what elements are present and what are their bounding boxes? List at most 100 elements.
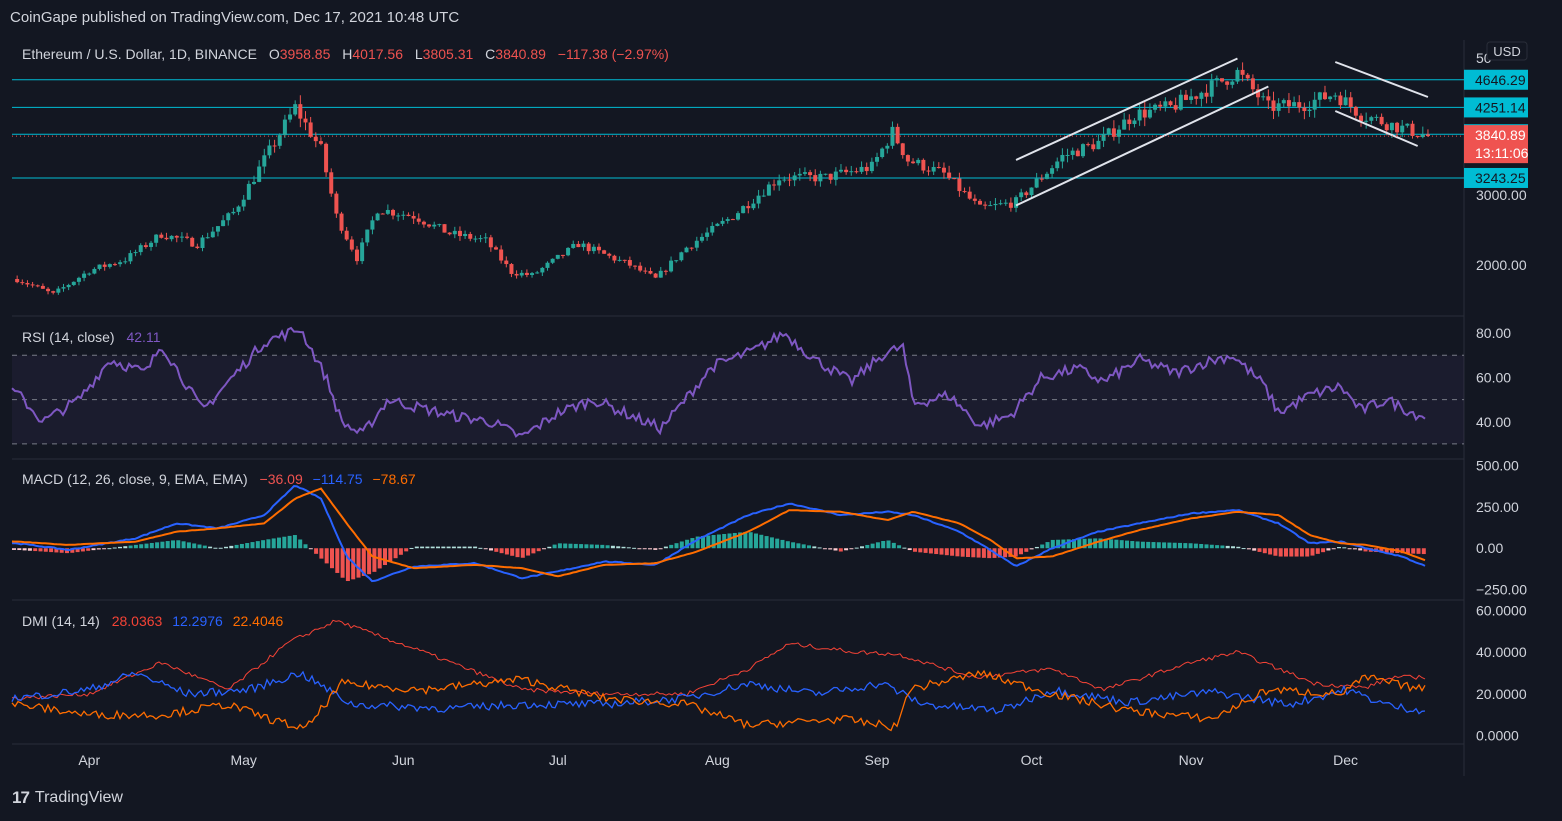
rsi-legend: RSI (14, close) 42.11	[22, 329, 161, 345]
macd-histogram-bar	[1029, 548, 1034, 550]
macd-histogram-bar	[1225, 545, 1230, 549]
candle-body	[1276, 103, 1281, 111]
candle-body	[1338, 95, 1343, 106]
candle-body	[30, 284, 35, 286]
macd-pane[interactable]	[11, 485, 1426, 583]
macd-histogram-bar	[1188, 543, 1193, 549]
macd-histogram-bar	[1024, 548, 1029, 552]
macd-line-value: −114.75	[313, 471, 363, 487]
candle-body	[51, 291, 56, 293]
candle-body	[452, 230, 457, 235]
macd-histogram-bar	[266, 539, 271, 549]
candle-body	[869, 161, 874, 172]
macd-histogram-bar	[987, 548, 992, 559]
macd-histogram-bar	[1411, 548, 1416, 554]
macd-histogram-bar	[388, 548, 393, 562]
dmi-plus-di-line	[11, 670, 1426, 715]
macd-histogram-bar	[960, 548, 965, 557]
macd-histogram-bar	[510, 548, 515, 556]
macd-histogram-bar	[621, 546, 626, 549]
macd-histogram-bar	[663, 546, 668, 549]
level-price-label: 3243.25	[1475, 170, 1526, 186]
macd-histogram-bar	[298, 539, 303, 549]
macd-histogram-bar	[1241, 548, 1246, 550]
candle-body	[82, 273, 87, 278]
macd-histogram-bar	[1209, 544, 1214, 549]
candle-body	[833, 171, 838, 180]
macd-histogram-bar	[1162, 542, 1167, 549]
candle-body	[133, 252, 138, 254]
candle-body	[612, 255, 617, 261]
macd-histogram-bar	[695, 536, 700, 549]
macd-tick-label: −250.00	[1476, 582, 1527, 598]
macd-histogram-bar	[780, 539, 785, 549]
low-value: 3805.31	[423, 46, 474, 62]
candle-body	[231, 211, 236, 214]
macd-histogram-bar	[573, 543, 578, 549]
candle-body	[777, 180, 782, 186]
chart-frame[interactable]: 3000.002000.00504646.294251.143868.14324…	[0, 36, 1562, 776]
macd-histogram-bar	[271, 538, 276, 549]
candle-body	[1163, 101, 1168, 107]
candle-body	[262, 155, 267, 167]
macd-histogram-bar	[1183, 543, 1188, 549]
candle-body	[643, 270, 648, 272]
candle-body	[107, 264, 112, 267]
close-label: C	[485, 46, 495, 62]
rsi-pane[interactable]	[11, 326, 1464, 445]
rsi-tick-label: 60.00	[1476, 369, 1511, 385]
time-tick-label: Nov	[1179, 752, 1204, 768]
candle-body	[1374, 116, 1379, 118]
price-pane[interactable]	[12, 57, 1464, 295]
macd-histogram-bar	[1003, 548, 1008, 558]
macd-histogram-bar	[1193, 543, 1198, 549]
candle-body	[751, 203, 756, 209]
open-label: O	[269, 46, 280, 62]
candle-body	[1199, 92, 1204, 99]
macd-histogram-bar	[1299, 548, 1304, 557]
candle-body	[1415, 135, 1420, 138]
currency-button[interactable]: USD	[1486, 41, 1528, 61]
macd-histogram-bar	[324, 548, 329, 564]
candle-body	[313, 136, 318, 142]
candle-body	[1245, 74, 1250, 79]
macd-histogram-bar	[1119, 540, 1124, 549]
macd-histogram-bar	[817, 547, 822, 549]
macd-histogram-bar	[1278, 548, 1283, 557]
macd-histogram-bar	[1347, 548, 1352, 550]
dmi-pane[interactable]	[11, 619, 1426, 732]
candle-body	[694, 240, 699, 248]
candle-body	[1153, 104, 1158, 110]
tradingview-logo[interactable]: 17 TradingView	[12, 788, 123, 808]
trendline	[1334, 61, 1429, 98]
macd-signal-value: −78.67	[372, 471, 415, 487]
candle-body	[838, 169, 843, 172]
candle-body	[272, 145, 277, 147]
macd-histogram-bar	[706, 535, 711, 549]
macd-histogram-bar	[303, 544, 308, 549]
candle-body	[736, 213, 740, 220]
candle-body	[936, 167, 941, 169]
macd-histogram-bar	[1034, 546, 1039, 549]
candle-body	[442, 224, 447, 233]
candle-body	[540, 267, 545, 273]
macd-histogram-bar	[1066, 539, 1071, 549]
candle-body	[241, 199, 246, 207]
dmi-title: DMI (14, 14)	[22, 613, 100, 629]
macd-histogram-bar	[764, 536, 769, 549]
macd-histogram-bar	[59, 548, 64, 553]
macd-histogram-bar	[844, 548, 849, 551]
macd-histogram-bar	[430, 546, 435, 549]
macd-histogram-bar	[886, 540, 891, 549]
macd-histogram-bar	[971, 548, 976, 558]
open-value: 3958.85	[280, 46, 331, 62]
macd-histogram-bar	[409, 547, 414, 549]
macd-histogram-bar	[950, 548, 955, 556]
candle-body	[1312, 99, 1317, 110]
candle-body	[56, 288, 61, 293]
macd-histogram-bar	[658, 548, 663, 550]
macd-histogram-bar	[17, 548, 22, 551]
macd-histogram-bar	[261, 540, 266, 549]
candle-body	[555, 254, 560, 259]
candle-body	[1209, 80, 1214, 97]
